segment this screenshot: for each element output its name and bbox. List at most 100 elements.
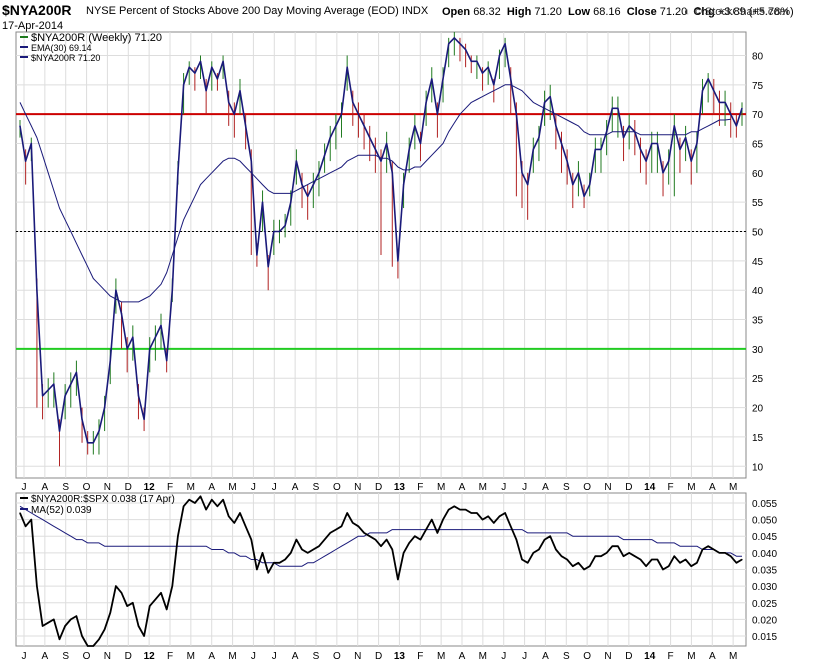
price-point [115,289,117,291]
price-point [549,95,551,98]
price-point [352,101,354,104]
ratio-point [290,552,292,554]
price-point [171,289,173,291]
ratio-ma52-line [19,505,742,567]
price-x-tick-label: A [459,482,466,493]
price-point [87,442,89,444]
price-point [397,260,399,262]
price-point [340,113,343,115]
price-point [589,183,591,186]
ratio-x-tick-label: M [687,651,695,662]
ratio-point [583,568,585,571]
price-point [104,406,106,409]
ratio-y-tick-label: 0.055 [752,499,777,510]
ratio-point [662,568,664,571]
ratio-point [323,538,326,541]
price-point [323,154,326,156]
ratio-point [216,505,219,507]
ratio-point [611,545,613,547]
ratio-point [419,538,422,541]
ratio-x-tick-label: F [417,651,423,662]
price-point [628,125,630,127]
ratio-point [182,505,185,507]
price-x-tick-label: J [22,482,27,493]
ratio-point [47,622,49,624]
ratio-point [233,522,235,524]
price-y-tick-label: 35 [752,316,764,327]
ratio-x-tick-label: A [542,651,549,662]
ratio-point [30,519,32,521]
ratio-x-tick-label: O [333,651,341,662]
ratio-point [70,618,72,620]
ratio-x-tick-label: S [313,651,320,662]
stockcharts-brand[interactable]: ◐ © StockCharts.com [684,6,789,18]
ratio-point [104,628,106,630]
price-point [47,389,49,391]
ratio-point [245,525,247,527]
ratio-point [239,512,241,514]
ratio-point [301,548,303,551]
price-point [58,430,61,432]
price-point [560,142,563,145]
price-point [735,125,737,127]
price-point [425,101,427,104]
ratio-point [713,548,715,551]
price-x-tick-label: S [313,482,320,493]
chg-value: +3.89 (+5.78%) [717,6,794,18]
price-point [182,84,185,86]
chart-symbol: $NYA200R [2,2,72,18]
ratio-point [137,625,140,627]
price-y-tick-label: 25 [752,374,764,385]
price-x-tick-label: D [375,482,382,493]
ratio-y-tick-label: 0.020 [752,615,777,626]
ratio-point [425,528,427,531]
price-point [465,49,467,51]
ratio-point [589,565,591,567]
ratio-point [273,562,275,564]
price-point [594,148,596,150]
ratio-point [92,645,94,647]
price-x-tick-label: M [437,482,445,493]
ratio-point [718,552,721,554]
price-point [211,66,213,68]
chart-date: 17-Apr-2014 [2,20,64,32]
ratio-point [628,552,630,554]
price-point [222,60,224,62]
ratio-point [684,558,687,561]
price-x-tick-label: 13 [394,482,406,493]
price-point [160,324,162,327]
price-point [718,101,721,104]
price-point [606,131,608,133]
ratio-point [25,525,27,527]
ratio-point [357,525,360,527]
ratio-point [160,592,162,594]
price-point [532,148,534,150]
ratio-point [335,528,337,531]
price-point [278,230,281,233]
ratio-x-tick-label: 14 [644,651,656,662]
close-value: 71.20 [659,6,688,18]
ratio-point [109,612,111,614]
price-x-tick-label: S [563,482,570,493]
price-point [583,195,585,197]
price-point [256,254,258,256]
price-point [431,78,433,80]
ratio-point [199,495,202,497]
price-x-tick-label: F [167,482,173,493]
ratio-x-tick-label: D [625,651,632,662]
price-x-tick-label: M [479,482,487,493]
ratio-point [363,532,365,534]
ratio-point [278,562,281,564]
ratio-x-tick-label: J [272,651,277,662]
ratio-point [470,512,472,514]
price-point [374,148,376,150]
chart-description: NYSE Percent of Stocks Above 200 Day Mov… [86,5,428,17]
ratio-point [476,512,478,514]
ratio-point [622,555,625,557]
ratio-point [352,522,354,524]
price-y-tick-label: 45 [752,257,764,268]
ratio-point [543,538,546,541]
ratio-point [566,558,568,561]
ratio-y-tick-label: 0.025 [752,599,777,610]
ratio-x-tick-label: A [292,651,299,662]
